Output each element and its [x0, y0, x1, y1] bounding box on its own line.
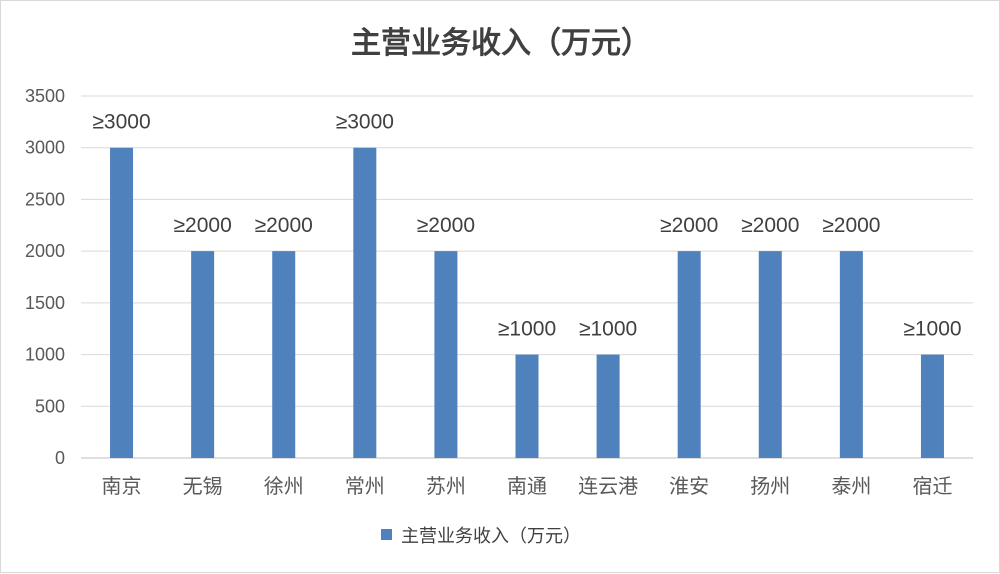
- x-tick-label: 南京: [102, 474, 142, 498]
- bar: [596, 354, 620, 458]
- x-tick-label: 无锡: [183, 474, 223, 498]
- bar: [353, 147, 377, 458]
- x-tick-label: 淮安: [669, 474, 709, 498]
- data-label: ≥2000: [174, 214, 232, 237]
- bar: [758, 251, 782, 458]
- data-label: ≥1000: [903, 318, 961, 341]
- y-tick-label: 3000: [25, 138, 65, 158]
- data-label: ≥2000: [660, 214, 718, 237]
- data-label: ≥3000: [92, 111, 150, 134]
- y-axis-ticks: 0 500 1000 1500 2000 2500 3000 3500: [25, 86, 65, 468]
- y-tick-label: 500: [35, 396, 65, 416]
- bar: [110, 147, 134, 458]
- y-tick-label: 2500: [25, 189, 65, 209]
- data-label: ≥1000: [498, 318, 556, 341]
- data-label: ≥2000: [255, 214, 313, 237]
- data-label: ≥1000: [579, 318, 637, 341]
- chart-title: 主营业务收入（万元）: [351, 26, 651, 61]
- bar: [839, 251, 863, 458]
- bar: [272, 251, 296, 458]
- legend: 主营业务收入（万元）: [381, 526, 581, 547]
- bar: [677, 251, 701, 458]
- legend-label: 主营业务收入（万元）: [401, 526, 581, 547]
- y-tick-label: 1500: [25, 293, 65, 313]
- bar: [191, 251, 215, 458]
- x-tick-label: 宿迁: [912, 474, 952, 498]
- data-label: ≥2000: [417, 214, 475, 237]
- x-tick-label: 南通: [507, 474, 547, 498]
- x-tick-label: 徐州: [264, 474, 304, 498]
- data-label: ≥2000: [741, 214, 799, 237]
- data-label: ≥2000: [822, 214, 880, 237]
- y-tick-label: 3500: [25, 86, 65, 106]
- data-label: ≥3000: [336, 111, 394, 134]
- legend-swatch: [381, 529, 392, 540]
- x-tick-label: 苏州: [426, 474, 466, 498]
- x-tick-label: 连云港: [578, 474, 638, 498]
- bars: [110, 147, 944, 458]
- x-tick-label: 常州: [345, 474, 385, 498]
- bar: [515, 354, 539, 458]
- x-axis-ticks: 南京 无锡 徐州 常州 苏州 南通 连云港 淮安 扬州 泰州 宿迁: [102, 474, 953, 498]
- bar: [434, 251, 458, 458]
- data-labels: ≥3000 ≥2000 ≥2000 ≥3000 ≥2000 ≥1000 ≥1000 ≥2000…: [92, 111, 961, 341]
- x-tick-label: 泰州: [831, 474, 871, 498]
- x-tick-label: 扬州: [750, 474, 790, 498]
- y-tick-label: 1000: [25, 345, 65, 365]
- y-tick-label: 0: [55, 448, 65, 468]
- y-tick-label: 2000: [25, 241, 65, 261]
- bar: [920, 354, 944, 458]
